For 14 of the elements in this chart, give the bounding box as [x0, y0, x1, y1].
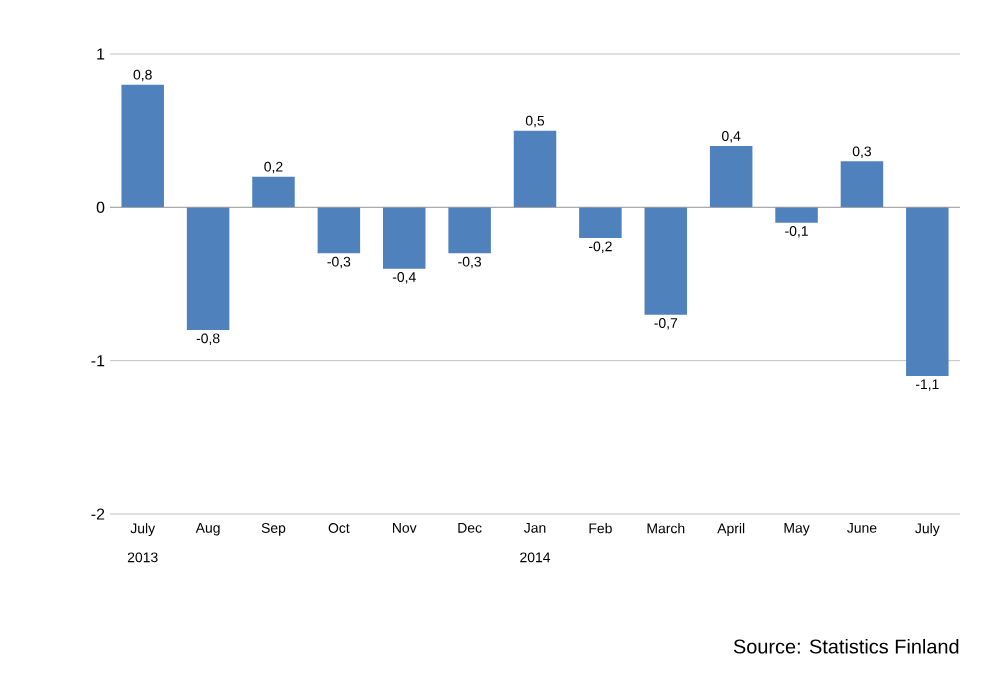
bar	[644, 207, 688, 315]
bar	[775, 207, 818, 223]
bar	[186, 207, 230, 330]
bar	[317, 207, 361, 254]
bar	[906, 207, 949, 376]
source-note: Source: Statistics Finland	[733, 638, 959, 654]
bar	[840, 161, 884, 208]
bar	[448, 207, 491, 254]
bar	[709, 146, 753, 208]
bar	[579, 207, 622, 238]
bar	[252, 176, 295, 208]
bar	[382, 207, 426, 269]
bar	[513, 130, 557, 208]
bar	[121, 84, 164, 208]
